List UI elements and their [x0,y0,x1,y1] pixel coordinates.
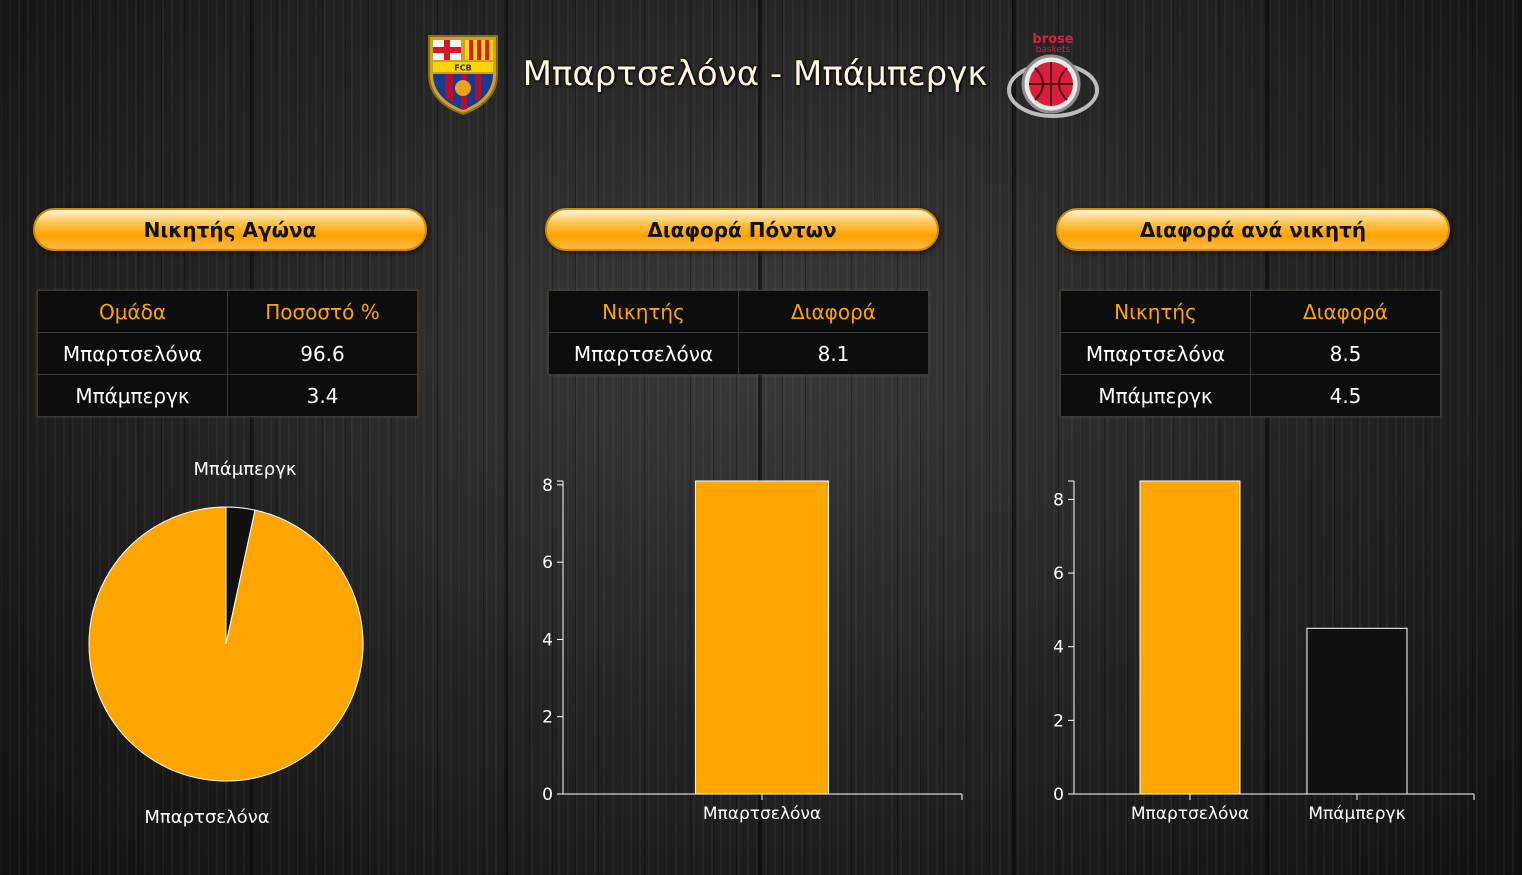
x-tick-label: Μπαρτσελόνα [1131,804,1249,824]
bar [1139,480,1241,795]
barcelona-logo-icon: FCB [423,30,503,118]
pie-label: Μπάμπεργκ [194,459,297,480]
barcelona-logo-text: FCB [454,64,471,73]
x-tick-label: Μπάμπεργκ [1308,804,1405,824]
bar-chart-svg: 0 2 4 6 8 Μπαρτσελόνα Μπάμπεργκ [1053,480,1475,824]
cell-winner: Μπαρτσελόνα [1060,332,1251,375]
column-header-team: Ομάδα [37,290,228,333]
page-title: Μπαρτσελόνα - Μπάμπεργκ [522,54,988,94]
y-tick-label: 8 [542,476,553,496]
table-row: Μπάμπεργκ 3.4 [37,374,418,417]
cell-difference: 8.1 [738,332,929,375]
column-header-winner: Νικητής [1060,290,1251,333]
cell-team: Μπάμπεργκ [37,374,228,417]
cell-percentage: 96.6 [227,332,418,375]
points-difference-bar-chart: 0 2 4 6 8 Μπαρτσελόνα [520,460,980,840]
bar-chart-svg: 0 2 4 6 8 Μπαρτσελόνα [542,476,963,824]
cell-difference: 4.5 [1250,374,1441,417]
table-header-row: Νικητής Διαφορά [1060,290,1441,333]
table-header-row: Νικητής Διαφορά [548,290,929,333]
table-row: Μπαρτσελόνα 8.5 [1060,332,1441,375]
column-header-difference: Διαφορά [738,290,929,333]
difference-per-winner-bar-chart: 0 2 4 6 8 Μπαρτσελόνα Μπάμπεργκ [1030,460,1500,840]
y-tick-label: 8 [1053,490,1064,510]
points-difference-table: Νικητής Διαφορά Μπαρτσελόνα 8.1 [548,290,929,375]
cell-percentage: 3.4 [227,374,418,417]
cell-winner: Μπαρτσελόνα [548,332,739,375]
difference-per-winner-table: Νικητής Διαφορά Μπαρτσελόνα 8.5 Μπάμπεργ… [1060,290,1441,417]
x-tick-label: Μπαρτσελόνα [703,804,821,824]
panel-title-points-difference: Διαφορά Πόντων [545,208,939,251]
y-tick-label: 6 [1053,564,1064,584]
y-tick-label: 2 [542,708,553,728]
bar [1306,627,1408,795]
match-winner-table: Ομάδα Ποσοστό % Μπαρτσελόνα 96.6 Μπάμπερ… [37,290,418,417]
table-header-row: Ομάδα Ποσοστό % [37,290,418,333]
cell-team: Μπαρτσελόνα [37,332,228,375]
brose-baskets-logo-icon: brose baskets [1007,30,1100,118]
y-tick-label: 6 [542,553,553,573]
pie-chart-svg: Μπάμπεργκ Μπαρτσελόνα [88,459,364,828]
panel-title-match-winner: Νικητής Αγώνα [33,208,427,251]
y-tick-label: 0 [1053,785,1064,805]
table-row: Μπαρτσελόνα 96.6 [37,332,418,375]
column-header-winner: Νικητής [548,290,739,333]
cell-difference: 8.5 [1250,332,1441,375]
match-header: FCB Μπαρτσελόνα - Μπάμπεργκ brose basket… [0,28,1522,120]
column-header-difference: Διαφορά [1250,290,1441,333]
pie-label: Μπαρτσελόνα [144,807,269,828]
cell-winner: Μπάμπεργκ [1060,374,1251,417]
win-probability-pie-chart: Μπάμπεργκ Μπαρτσελόνα [40,445,420,845]
bar [695,480,829,795]
brose-logo-text-baskets: baskets [1036,45,1071,55]
table-row: Μπάμπεργκ 4.5 [1060,374,1441,417]
table-row: Μπαρτσελόνα 8.1 [548,332,929,375]
pie-slice [88,506,364,782]
y-tick-label: 0 [542,785,553,805]
y-tick-label: 4 [1053,638,1064,658]
y-tick-label: 4 [542,630,553,650]
brose-logo-text-brose: brose [1033,32,1074,47]
column-header-percentage: Ποσοστό % [227,290,418,333]
panel-title-difference-per-winner: Διαφορά ανά νικητή [1056,208,1450,251]
y-tick-label: 2 [1053,711,1064,731]
